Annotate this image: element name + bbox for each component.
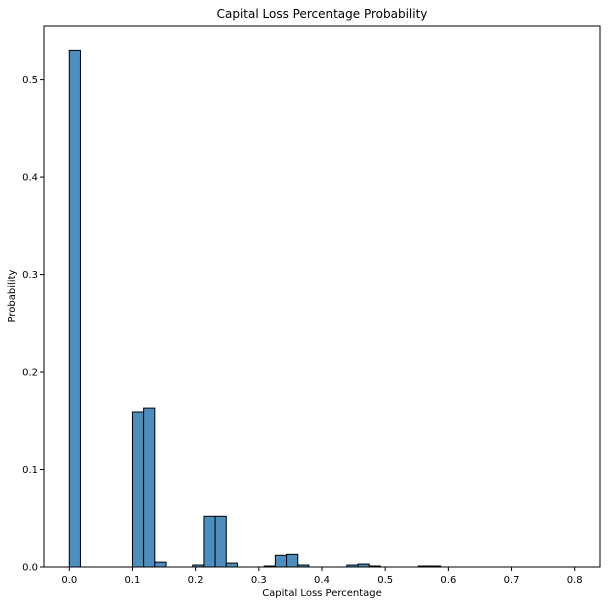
- bars-group: [68, 49, 442, 568]
- x-tick-label: 0.1: [125, 575, 141, 586]
- histogram-bar-10: [286, 553, 299, 568]
- x-tick-label: 0.3: [251, 575, 267, 586]
- y-tick-label: 0.2: [22, 368, 38, 379]
- y-axis-label: Probability: [7, 269, 18, 322]
- y-tick-label: 0.0: [22, 563, 38, 574]
- x-tick-label: 0.7: [504, 575, 520, 586]
- histogram-bar-0: [68, 49, 81, 568]
- x-tick-label: 0.2: [188, 575, 204, 586]
- histogram-bar-9: [274, 554, 288, 568]
- histogram-bar-7: [225, 562, 238, 568]
- x-tick-label: 0.6: [440, 575, 456, 586]
- histogram-bar-2: [143, 407, 156, 568]
- histogram-bar-6: [214, 515, 227, 568]
- y-tick-label: 0.5: [22, 75, 38, 86]
- x-tick-label: 0.5: [377, 575, 393, 586]
- chart-title: Capital Loss Percentage Probability: [217, 7, 428, 21]
- histogram-bar-1: [131, 411, 145, 568]
- y-tick-label: 0.4: [22, 173, 38, 184]
- histogram-bar-3: [154, 561, 167, 568]
- y-tick-label: 0.3: [22, 270, 38, 281]
- histogram-bar-5: [203, 515, 216, 568]
- x-tick-label: 0.8: [567, 575, 583, 586]
- plot-frame: [43, 25, 601, 568]
- x-tick-label: 0.0: [61, 575, 77, 586]
- y-tick-label: 0.1: [22, 465, 38, 476]
- y-axis-ticks: 0.0 0.1 0.2 0.3 0.4 0.5: [22, 75, 44, 574]
- x-axis-label: Capital Loss Percentage: [262, 588, 382, 599]
- x-axis-ticks: 0.0 0.1 0.2 0.3 0.4 0.5 0.6 0.7 0.8: [61, 567, 583, 586]
- x-tick-label: 0.4: [314, 575, 330, 586]
